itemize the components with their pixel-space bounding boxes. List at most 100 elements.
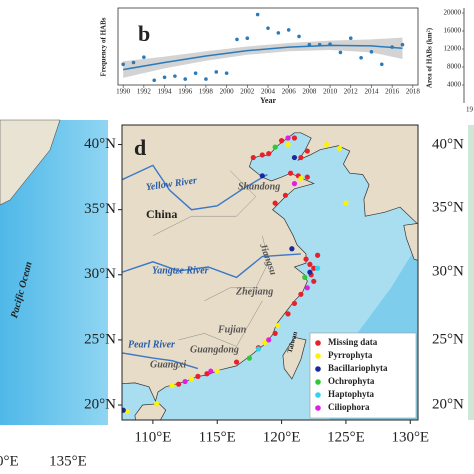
site-point [250,154,256,161]
y-tick-label: 16000 [444,27,462,35]
x-tick-label: 2004 [261,88,276,96]
site-point [315,265,321,271]
point [266,26,270,30]
y-tick-label: 30°N [432,263,464,279]
x-tick-label: 2010 [323,88,338,96]
y-tick-label: 20000 [444,9,462,17]
site-point [285,135,291,141]
site-point [214,368,220,374]
x-tick-label: 0°E [0,453,19,469]
island [403,223,418,261]
panel-e-ticks: 40°N 35°N 30°N 25°N 20°N [432,136,464,412]
legend-swatch [315,379,321,385]
panel-label: d [134,135,146,160]
x-tick-label: 2006 [282,88,297,96]
place-label: Guangxi [150,359,186,370]
y-tick-label: 35°N [84,201,116,217]
x-tick-label: 2002 [240,88,255,96]
river [122,352,199,370]
legend-label: Bacillariophyta [328,363,388,373]
site-point [304,148,310,154]
site-point [278,138,285,144]
legend-label: Missing data [328,337,378,347]
site-point [255,346,262,352]
site-point [336,145,343,152]
place-label: Zhejiang [235,286,273,297]
site-point [285,141,291,148]
place-label: Guangdong [190,344,239,355]
x-tick-label: 1996 [178,88,193,96]
y-tick-label: 35°N [432,199,464,215]
point [328,42,332,46]
y-tick-label: 40°N [84,136,116,152]
x-axis-title: Year [260,96,276,105]
legend-label: Ochrophyta [328,376,375,386]
river [122,164,268,211]
point [369,50,374,54]
point [214,70,219,74]
site-point [204,371,210,377]
x-tick-label: 19 [466,106,474,114]
island [134,403,167,420]
site-point [272,200,278,206]
x-tick-label: 2008 [302,88,317,96]
site-point [272,330,278,336]
point [131,60,136,65]
site-point [307,261,313,267]
panel-label: b [138,21,150,46]
island [282,336,307,380]
map-frame [121,124,419,421]
site-point [311,278,317,284]
site-point [169,382,175,389]
site-point [298,175,304,181]
site-point [259,152,265,158]
x-tick-label: 120°E [263,429,301,445]
x-tick-label: 1990 [116,88,131,96]
site-point [246,355,253,361]
site-point [287,170,294,176]
place-label: Pearl River [128,339,175,350]
site-point [262,339,268,346]
point [173,74,177,78]
point [121,62,125,67]
point [255,12,260,17]
site-point [154,401,160,407]
site-point [208,368,214,374]
place-label: China [146,207,177,221]
point [297,34,301,39]
x-tick-label: 130°E [391,429,429,445]
legend-label: Ciliophora [328,402,370,412]
site-point [289,246,295,252]
y-tick-label: 25°N [432,331,464,347]
panel-a-land [0,119,61,206]
legend-swatch [315,353,321,359]
site-point [266,337,272,343]
x-tick-label: 2018 [406,88,421,96]
site-point [259,173,265,179]
x-tick-label: 115°E [199,429,236,445]
x-tick-label: 2012 [344,88,359,96]
panel-e-map [468,125,474,420]
point [152,78,157,83]
point [276,31,281,35]
confidence-band [123,37,403,78]
site-point [122,407,126,413]
point [142,55,146,59]
point [183,77,188,81]
site-point [291,181,298,187]
legend-label: Pyrrophyta [328,350,373,360]
site-point [315,252,321,258]
site-point [272,144,278,150]
point [224,71,229,75]
site-point [176,381,182,387]
site-point [188,376,195,382]
y-tick-label: 12000 [444,45,462,53]
x-tick-label: 135°E [49,453,87,469]
point [245,36,250,41]
place-label: Shandong [238,181,280,192]
x-tick-label: 1994 [158,88,173,96]
site-point [285,311,291,317]
x-tick-label: 1992 [137,88,152,96]
point [204,77,208,81]
point [193,71,198,75]
